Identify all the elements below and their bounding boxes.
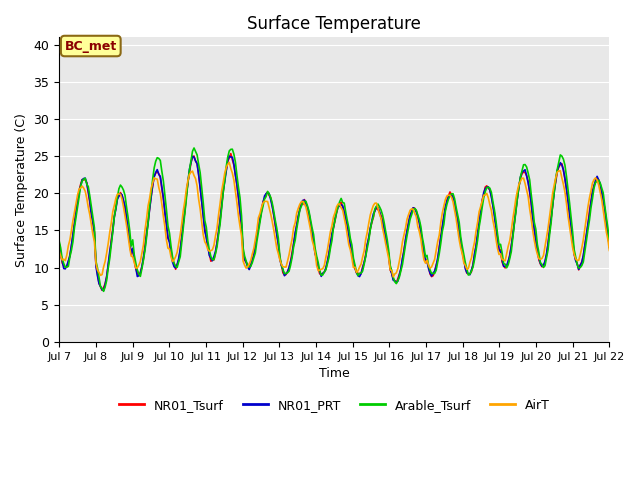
Arable_Tsurf <box>605 241 613 247</box>
AirT <box>220 180 227 186</box>
NR01_PRT <box>55 240 63 246</box>
AirT <box>225 159 233 165</box>
Arable_Tsurf <box>222 164 230 169</box>
Y-axis label: Surface Temperature (C): Surface Temperature (C) <box>15 113 28 266</box>
AirT <box>578 245 586 251</box>
NR01_Tsurf <box>227 151 235 156</box>
Text: BC_met: BC_met <box>65 39 117 52</box>
NR01_Tsurf <box>578 259 586 264</box>
NR01_Tsurf <box>241 257 248 263</box>
Line: NR01_Tsurf: NR01_Tsurf <box>59 154 609 290</box>
Title: Surface Temperature: Surface Temperature <box>247 15 421 33</box>
Arable_Tsurf <box>55 238 63 244</box>
Arable_Tsurf <box>124 215 132 221</box>
Line: AirT: AirT <box>59 162 609 277</box>
NR01_PRT <box>221 179 228 185</box>
Arable_Tsurf <box>190 145 198 151</box>
NR01_PRT <box>578 260 586 266</box>
AirT <box>55 248 63 254</box>
NR01_Tsurf <box>250 252 258 257</box>
Arable_Tsurf <box>100 288 108 294</box>
NR01_PRT <box>241 256 248 262</box>
NR01_Tsurf <box>124 227 132 233</box>
Arable_Tsurf <box>250 255 258 261</box>
Arable_Tsurf <box>299 199 307 204</box>
NR01_Tsurf <box>55 240 63 246</box>
Arable_Tsurf <box>578 263 586 268</box>
NR01_PRT <box>100 288 108 293</box>
AirT <box>298 199 305 204</box>
NR01_PRT <box>225 153 233 159</box>
Arable_Tsurf <box>241 253 248 259</box>
NR01_PRT <box>605 245 613 251</box>
NR01_PRT <box>124 226 132 232</box>
AirT <box>123 223 131 228</box>
NR01_Tsurf <box>299 202 307 207</box>
Line: NR01_PRT: NR01_PRT <box>59 156 609 290</box>
NR01_Tsurf <box>221 176 228 182</box>
Legend: NR01_Tsurf, NR01_PRT, Arable_Tsurf, AirT: NR01_Tsurf, NR01_PRT, Arable_Tsurf, AirT <box>114 394 555 417</box>
NR01_PRT <box>299 197 307 203</box>
NR01_Tsurf <box>605 243 613 249</box>
AirT <box>248 251 256 257</box>
NR01_PRT <box>250 253 258 259</box>
AirT <box>389 274 397 280</box>
X-axis label: Time: Time <box>319 367 349 380</box>
AirT <box>605 248 613 253</box>
Line: Arable_Tsurf: Arable_Tsurf <box>59 148 609 291</box>
AirT <box>239 258 247 264</box>
NR01_Tsurf <box>98 288 106 293</box>
